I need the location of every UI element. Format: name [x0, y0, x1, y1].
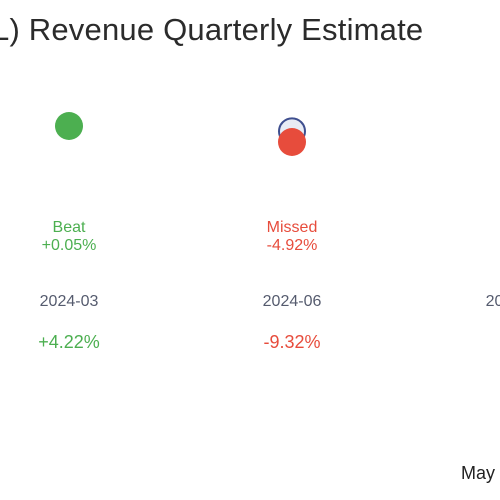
surprise-percent: +0.05%	[42, 237, 97, 254]
result-label: Missed	[267, 219, 318, 236]
as-of-date: May 05	[460, 463, 500, 483]
surprise-percent: -4.92%	[267, 237, 318, 254]
quarter-tick-label: 2024-06	[263, 293, 322, 310]
change-percent: -9.32%	[263, 332, 320, 352]
actual-point	[278, 128, 306, 156]
change-percent: +4.22%	[38, 332, 100, 352]
quarter-tick-label: 2024-09	[486, 293, 500, 310]
chart-title: L) Revenue Quarterly Estimate	[0, 12, 424, 47]
quarter-tick-label: 2024-03	[40, 293, 99, 310]
actual-point	[55, 112, 83, 140]
result-label: Beat	[53, 219, 86, 236]
